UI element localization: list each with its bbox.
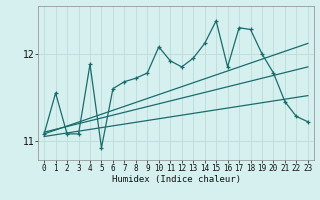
X-axis label: Humidex (Indice chaleur): Humidex (Indice chaleur) (111, 175, 241, 184)
